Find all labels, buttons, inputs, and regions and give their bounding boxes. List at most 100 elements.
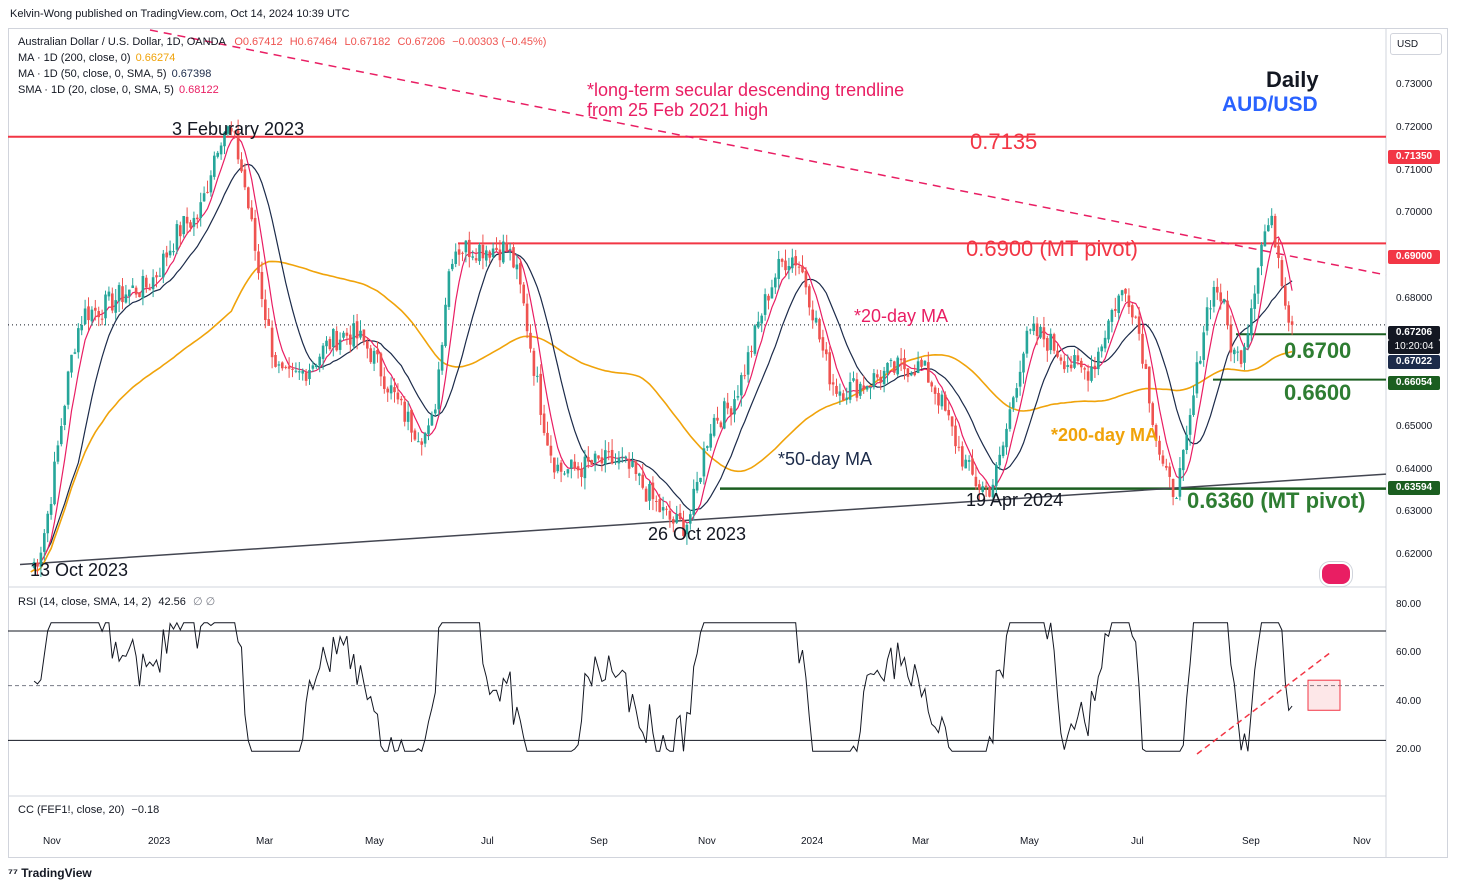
ma50-label: MA · 1D (50, close, 0, SMA, 5) [18, 68, 167, 80]
candle-body [90, 309, 94, 322]
candle-body [423, 432, 427, 444]
candle-body [1154, 425, 1158, 440]
candle-body [66, 371, 70, 405]
candle-body [651, 482, 655, 500]
oct26-low-label: 26 Oct 2023 [648, 524, 747, 544]
candle-body [556, 464, 560, 472]
candle-body [179, 225, 182, 237]
candle-body [1195, 362, 1199, 394]
candle-body [213, 155, 216, 177]
ma200-line [30, 260, 1293, 573]
candle-body [321, 345, 325, 359]
rsi-value: 42.56 [158, 596, 186, 608]
candle-body [893, 361, 896, 373]
candle-body [600, 457, 604, 464]
candle-body [1290, 321, 1294, 325]
candle-body [359, 330, 362, 338]
candle-body [1182, 449, 1185, 471]
x-tick: 2023 [148, 836, 171, 847]
candle-body [209, 175, 213, 193]
candle-body [1263, 231, 1267, 247]
candle-body [165, 252, 169, 258]
currency-selector[interactable]: USD [1390, 33, 1442, 55]
candle-body [1063, 361, 1066, 370]
candle-body [70, 354, 73, 373]
candle-body [1188, 415, 1192, 435]
candle-body [1049, 333, 1053, 351]
candle-body [1012, 397, 1015, 408]
candle-body [192, 217, 196, 227]
candle-body [264, 299, 267, 321]
candle-body [1001, 445, 1005, 457]
x-tick: May [365, 836, 384, 847]
candle-body [1192, 395, 1195, 416]
candle-body [298, 371, 301, 373]
sma20-legend[interactable]: SMA · 1D (20, close, 0, SMA, 5) 0.68122 [18, 84, 219, 96]
cc-legend[interactable]: CC (FEF1!, close, 20) −0.18 [18, 804, 159, 816]
candle-body [274, 354, 277, 367]
candle-body [648, 484, 651, 501]
ma200-label: MA · 1D (200, close, 0) [18, 52, 131, 64]
candle-body [1168, 466, 1172, 477]
candle-body [270, 327, 274, 358]
candle-body [797, 266, 801, 268]
ma200-note: *200-day MA [1051, 425, 1159, 445]
candle-body [719, 422, 723, 428]
candle-body [236, 130, 240, 160]
candle-body [315, 365, 318, 368]
candle-body [196, 217, 199, 220]
tradingview-logo[interactable]: ⁷⁷ TradingView [8, 866, 92, 880]
ma50-legend[interactable]: MA · 1D (50, close, 0, SMA, 5) 0.67398 [18, 68, 211, 80]
candle-body [491, 248, 495, 258]
candle-body [77, 328, 80, 353]
candle-body [308, 369, 311, 380]
level-06700-label: 0.6700 [1284, 338, 1352, 363]
candle-body [94, 307, 97, 311]
candle-body [230, 128, 233, 132]
candle-body [1046, 338, 1049, 351]
candle-body [583, 456, 587, 479]
ma200-legend[interactable]: MA · 1D (200, close, 0) 0.66274 [18, 52, 175, 64]
candle-body [838, 391, 842, 396]
candle-body [1199, 360, 1202, 364]
candle-body [328, 338, 332, 350]
candle-body [505, 242, 509, 251]
candle-body [138, 292, 141, 298]
candle-body [746, 352, 750, 375]
candle-body [859, 383, 862, 396]
candle-body [335, 330, 339, 351]
candle-body [573, 461, 577, 469]
candle-body [845, 397, 849, 400]
candle-body [454, 251, 458, 265]
candle-body [158, 275, 162, 277]
candle-body [590, 459, 594, 465]
candle-body [930, 382, 934, 387]
candle-body [621, 457, 624, 459]
candle-body [46, 513, 50, 534]
candle-body [1161, 455, 1165, 464]
symbol-name: Australian Dollar / U.S. Dollar, 1D, OAN… [18, 36, 226, 48]
candle-body [1008, 409, 1012, 429]
candle-body [301, 370, 305, 374]
change-value: −0.00303 (−0.45%) [452, 36, 547, 48]
rsi-tick: 60.00 [1396, 647, 1422, 658]
candle-body [1287, 305, 1291, 323]
candle-body [525, 303, 529, 332]
price-tag-06359: 0.63594 [1388, 481, 1440, 495]
rsi-highlight-box [1307, 679, 1341, 711]
candle-body [1233, 349, 1236, 355]
candle-body [83, 308, 87, 325]
candle-body [716, 417, 719, 421]
candle-body [128, 289, 131, 297]
candle-body [474, 258, 478, 261]
economic-event-icon[interactable] [1320, 562, 1352, 586]
rsi-legend[interactable]: RSI (14, close, SMA, 14, 2) 42.56 ∅ ∅ [18, 595, 215, 608]
candle-body [1236, 351, 1240, 353]
candle-body [362, 329, 366, 342]
x-tick: Sep [590, 836, 608, 847]
candle-body [349, 334, 352, 345]
candle-body [961, 446, 964, 467]
candle-body [1144, 363, 1148, 369]
candle-body [257, 251, 260, 274]
